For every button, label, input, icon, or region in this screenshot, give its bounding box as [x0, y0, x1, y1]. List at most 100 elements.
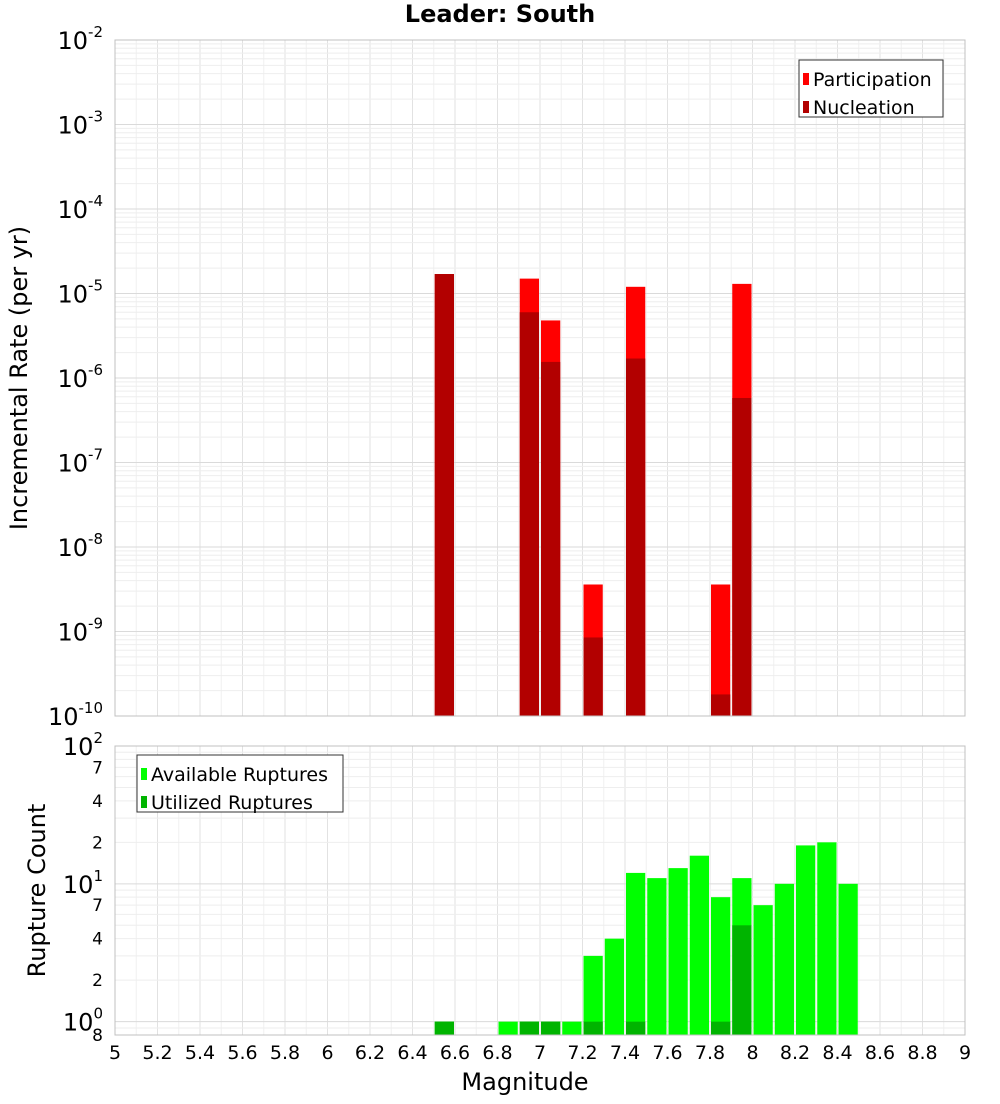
bar-available-ruptures	[668, 868, 688, 1035]
x-tick-label: 7.4	[610, 1042, 640, 1064]
y-tick-label: 7	[92, 896, 103, 916]
bar-nucleation	[519, 312, 539, 716]
y-tick-exponent: -5	[88, 277, 103, 295]
y-tick-base: 10	[57, 196, 88, 224]
y-tick-label: 100	[63, 1005, 103, 1037]
y-tick-base: 10	[63, 871, 94, 899]
y-tick-exponent: -8	[88, 530, 103, 548]
plot-border	[114, 39, 966, 717]
bar-utilized-ruptures	[626, 1021, 646, 1035]
x-tick-label: 8	[746, 1042, 758, 1064]
legend-box	[136, 754, 344, 813]
y-tick-label: 10-5	[57, 277, 103, 309]
y-tick-exponent: 2	[93, 729, 103, 747]
bar-available-ruptures	[562, 1021, 582, 1035]
y-tick-exponent: -2	[88, 23, 103, 41]
bar-nucleation	[626, 358, 646, 716]
x-tick-label: 6.6	[440, 1042, 470, 1064]
y-tick-label: 10-10	[48, 699, 103, 731]
y-tick-label: 10-7	[57, 446, 103, 478]
y-tick-exponent: 1	[93, 867, 103, 885]
y-tick-label: 10-3	[57, 108, 103, 140]
y-tick-base: 10	[63, 1009, 94, 1037]
bar-available-ruptures	[689, 855, 709, 1035]
y-tick-label: 102	[63, 729, 103, 761]
x-tick-label: 5.2	[142, 1042, 172, 1064]
y-axis-label: Incremental Rate (per yr)	[5, 226, 33, 530]
legend-box	[798, 59, 944, 118]
y-tick-base: 4	[92, 930, 103, 950]
x-tick-label: 8.4	[822, 1042, 852, 1064]
y-tick-base: 10	[57, 27, 88, 55]
legend: Available Ruptures Utilized Ruptures	[136, 754, 344, 814]
y-tick-label: 10-8	[57, 530, 103, 562]
chart-title: Leader: South	[405, 0, 595, 28]
bar-available-ruptures	[583, 955, 603, 1035]
x-tick-label: 7.6	[652, 1042, 682, 1064]
y-tick-base: 10	[63, 733, 94, 761]
y-axis-label: Rupture Count	[23, 804, 51, 978]
x-tick-label: 5.4	[185, 1042, 215, 1064]
legend-label: Utilized Ruptures	[151, 792, 313, 814]
x-tick-label: 8.2	[780, 1042, 810, 1064]
bar-available-ruptures	[626, 872, 646, 1035]
bar-utilized-ruptures	[541, 1021, 561, 1035]
bar-nucleation	[583, 637, 603, 716]
y-tick-base: 10	[57, 619, 88, 647]
y-tick-base: 8	[92, 1026, 103, 1046]
y-tick-label: 10-9	[57, 615, 103, 647]
bar-nucleation	[711, 694, 731, 716]
bar-available-ruptures	[838, 883, 858, 1035]
y-tick-label: 4	[92, 930, 103, 950]
x-tick-label: 5.6	[227, 1042, 257, 1064]
y-tick-exponent: -9	[88, 615, 103, 633]
x-tick-label: 8.6	[865, 1042, 895, 1064]
y-tick-exponent: -6	[88, 361, 103, 379]
y-tick-label: 7	[92, 758, 103, 778]
legend-swatch	[803, 101, 809, 113]
y-tick-base: 10	[57, 450, 88, 478]
y-tick-label: 4	[92, 792, 103, 812]
x-tick-label: 7.2	[567, 1042, 597, 1064]
y-tick-label: 10-6	[57, 361, 103, 393]
legend-label: Available Ruptures	[151, 764, 328, 786]
bar-nucleation	[541, 361, 561, 716]
bar-nucleation	[434, 274, 454, 716]
legend-swatch	[141, 768, 147, 780]
y-tick-label: 8	[92, 1026, 103, 1046]
x-tick-label: 5.8	[270, 1042, 300, 1064]
y-tick-base: 10	[57, 534, 88, 562]
y-tick-base: 7	[92, 758, 103, 778]
y-tick-base: 10	[57, 281, 88, 309]
y-tick-label: 2	[92, 971, 103, 991]
x-tick-label: 6.8	[482, 1042, 512, 1064]
bar-available-ruptures	[774, 883, 794, 1035]
x-tick-label: 6.4	[397, 1042, 427, 1064]
bar-available-ruptures	[796, 845, 816, 1035]
y-tick-exponent: 0	[93, 1005, 103, 1023]
x-axis-label: Magnitude	[461, 1068, 588, 1096]
y-tick-base: 2	[92, 971, 103, 991]
chart-panel-1: 10-210-310-410-510-610-710-810-910-10Inc…	[5, 0, 966, 731]
bar-available-ruptures	[647, 878, 667, 1035]
y-tick-base: 10	[57, 112, 88, 140]
bar-available-ruptures	[753, 905, 773, 1035]
y-tick-base: 10	[57, 365, 88, 393]
y-tick-base: 7	[92, 896, 103, 916]
y-tick-label: 10-2	[57, 23, 103, 55]
x-tick-label: 5	[109, 1042, 121, 1064]
y-tick-base: 10	[48, 703, 79, 731]
legend-label: Participation	[813, 69, 932, 91]
y-tick-exponent: -10	[79, 699, 104, 717]
bar-utilized-ruptures	[519, 1021, 539, 1035]
y-tick-base: 2	[92, 833, 103, 853]
y-tick-label: 2	[92, 833, 103, 853]
plot-border	[114, 745, 966, 1036]
x-tick-label: 6.2	[355, 1042, 385, 1064]
y-tick-exponent: -3	[88, 108, 103, 126]
bar-available-ruptures	[817, 842, 837, 1035]
legend-swatch	[141, 796, 147, 808]
